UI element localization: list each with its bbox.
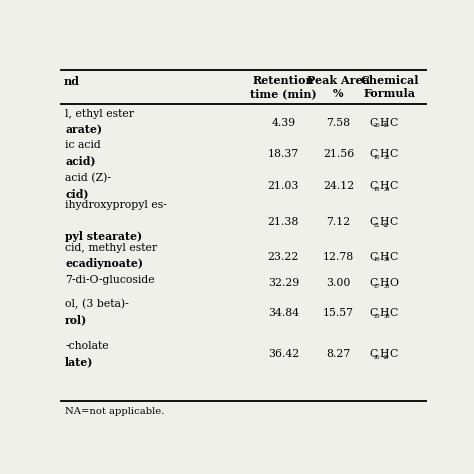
Text: ₁₉: ₁₉ <box>374 255 380 264</box>
Text: C: C <box>389 182 397 191</box>
Text: l, ethyl ester: l, ethyl ester <box>65 109 134 119</box>
Text: 7.12: 7.12 <box>326 217 351 227</box>
Text: acid (Z)-: acid (Z)- <box>65 173 111 183</box>
Text: 21.38: 21.38 <box>268 217 299 227</box>
Text: ₃₄: ₃₄ <box>383 185 390 193</box>
Text: ₂₉: ₂₉ <box>374 312 380 320</box>
Text: ₂₁: ₂₁ <box>374 221 380 229</box>
Text: acid): acid) <box>65 155 96 166</box>
Text: C: C <box>370 278 378 288</box>
Text: 12.78: 12.78 <box>323 252 354 262</box>
Text: pyl stearate): pyl stearate) <box>65 231 142 242</box>
Text: ₁₈: ₁₈ <box>374 185 380 193</box>
Text: arate): arate) <box>65 124 102 135</box>
Text: C: C <box>370 349 378 359</box>
Text: NA=not applicable.: NA=not applicable. <box>65 407 164 416</box>
Text: C: C <box>370 252 378 262</box>
Text: ic acid: ic acid <box>65 140 101 150</box>
Text: ₃₀: ₃₀ <box>383 255 390 264</box>
Text: C: C <box>389 252 397 262</box>
Text: C: C <box>370 182 378 191</box>
Text: 24.12: 24.12 <box>323 182 354 191</box>
Text: H: H <box>379 252 389 262</box>
Text: 21.56: 21.56 <box>323 149 354 159</box>
Text: ol, (3 beta)-: ol, (3 beta)- <box>65 299 129 310</box>
Text: ₂₀: ₂₀ <box>374 121 380 129</box>
Text: C: C <box>370 217 378 227</box>
Text: ₂₆: ₂₆ <box>374 353 380 361</box>
Text: ₄₀: ₄₀ <box>383 121 390 129</box>
Text: ₂₇: ₂₇ <box>374 282 380 290</box>
Text: H: H <box>379 308 389 318</box>
Text: ecadiynoate): ecadiynoate) <box>65 258 143 269</box>
Text: nd: nd <box>64 76 80 87</box>
Text: Peak Area
%: Peak Area % <box>307 75 370 99</box>
Text: H: H <box>379 182 389 191</box>
Text: C: C <box>389 308 397 318</box>
Text: 3.00: 3.00 <box>326 278 351 288</box>
Text: H: H <box>379 349 389 359</box>
Text: Chemical
Formula: Chemical Formula <box>361 75 419 99</box>
Text: C: C <box>389 217 397 227</box>
Text: ₃₂: ₃₂ <box>383 153 390 161</box>
Text: H: H <box>379 217 389 227</box>
Text: 18.37: 18.37 <box>268 149 299 159</box>
Text: H: H <box>379 278 389 288</box>
Text: ₄₂: ₄₂ <box>383 221 390 229</box>
Text: ₁₆: ₁₆ <box>374 153 380 161</box>
Text: -cholate: -cholate <box>65 341 109 351</box>
Text: late): late) <box>65 356 93 367</box>
Text: H: H <box>379 118 389 128</box>
Text: 23.22: 23.22 <box>268 252 299 262</box>
Text: 15.57: 15.57 <box>323 308 354 318</box>
Text: C: C <box>370 118 378 128</box>
Text: C: C <box>389 349 397 359</box>
Text: ₃₀: ₃₀ <box>383 282 390 290</box>
Text: ₅₀: ₅₀ <box>383 312 390 320</box>
Text: C: C <box>370 308 378 318</box>
Text: C: C <box>370 149 378 159</box>
Text: C: C <box>389 118 397 128</box>
Text: 21.03: 21.03 <box>268 182 299 191</box>
Text: 8.27: 8.27 <box>326 349 351 359</box>
Text: Retention
time (min): Retention time (min) <box>250 75 317 99</box>
Text: H: H <box>379 149 389 159</box>
Text: O: O <box>389 278 398 288</box>
Text: ₄₄: ₄₄ <box>383 353 390 361</box>
Text: 4.39: 4.39 <box>271 118 295 128</box>
Text: 7-di-O-glucoside: 7-di-O-glucoside <box>65 274 155 284</box>
Text: rol): rol) <box>65 315 87 326</box>
Text: 36.42: 36.42 <box>268 349 299 359</box>
Text: ihydroxypropyl es-: ihydroxypropyl es- <box>65 201 167 210</box>
Text: 32.29: 32.29 <box>268 278 299 288</box>
Text: 7.58: 7.58 <box>327 118 350 128</box>
Text: C: C <box>389 149 397 159</box>
Text: cid, methyl ester: cid, methyl ester <box>65 243 157 253</box>
Text: 34.84: 34.84 <box>268 308 299 318</box>
Text: cid): cid) <box>65 188 89 199</box>
